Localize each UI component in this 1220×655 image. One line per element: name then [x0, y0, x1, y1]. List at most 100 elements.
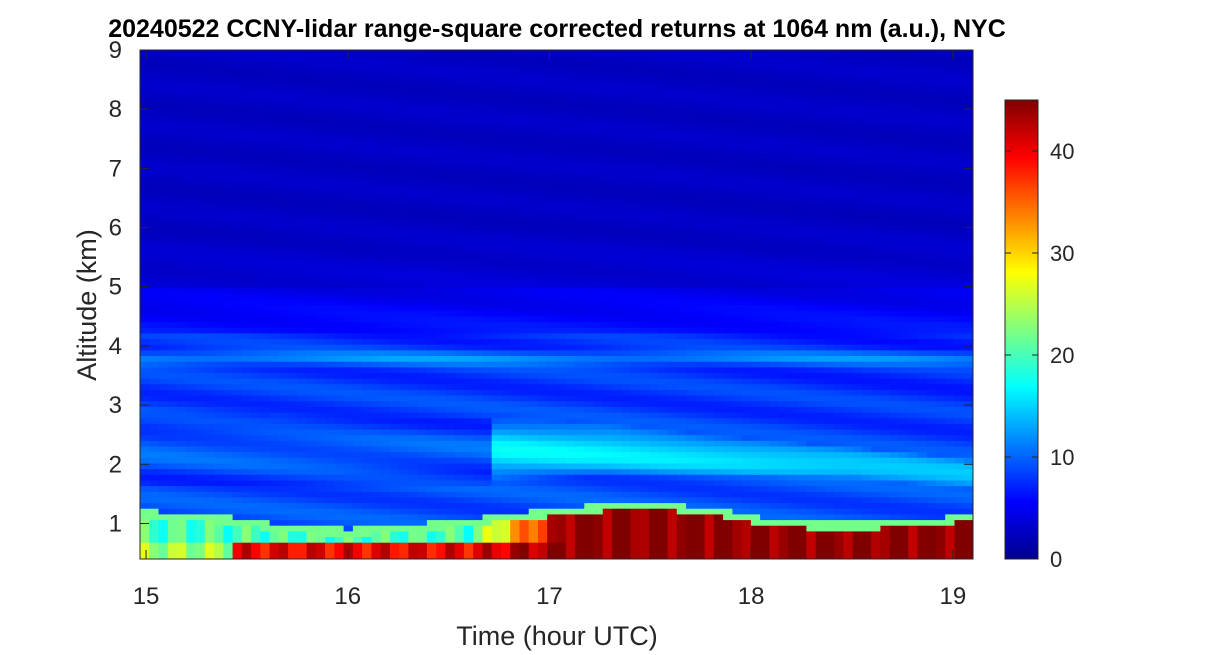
heatmap-cell: [547, 89, 558, 96]
heatmap-cell: [260, 225, 271, 232]
heatmap-cell: [177, 61, 187, 68]
heatmap-cell: [334, 434, 345, 441]
heatmap-cell: [426, 219, 437, 226]
heatmap-cell: [278, 180, 289, 187]
heatmap-cell: [362, 247, 372, 255]
heatmap-cell: [528, 474, 539, 481]
heatmap-cell: [260, 315, 271, 323]
heatmap-cell: [510, 157, 521, 164]
heatmap-cell: [649, 502, 659, 509]
heatmap-cell: [519, 349, 530, 356]
heatmap-cell: [380, 67, 391, 74]
heatmap-cell: [371, 117, 382, 125]
heatmap-cell: [325, 434, 335, 441]
heatmap-cell: [278, 112, 289, 119]
heatmap-cell: [204, 106, 215, 113]
heatmap-cell: [177, 89, 187, 96]
heatmap-cell: [501, 55, 511, 62]
heatmap-cell: [501, 174, 511, 181]
heatmap-cell: [630, 129, 641, 136]
heatmap-cell: [251, 491, 261, 498]
heatmap-cell: [140, 310, 150, 317]
heatmap-cell: [482, 106, 493, 113]
heatmap-cell: [251, 168, 261, 176]
heatmap-cell: [639, 355, 650, 362]
heatmap-cell: [288, 491, 298, 498]
heatmap-cell: [204, 67, 215, 74]
heatmap-cell: [547, 491, 558, 498]
heatmap-cell: [223, 372, 234, 379]
heatmap-cell: [602, 457, 613, 464]
heatmap-cell: [204, 117, 215, 125]
heatmap-cell: [602, 174, 613, 181]
heatmap-cell: [251, 117, 261, 125]
heatmap-cell: [630, 547, 641, 554]
heatmap-cell: [565, 214, 576, 221]
heatmap-cell: [417, 219, 428, 226]
heatmap-cell: [408, 123, 419, 130]
heatmap-cell: [538, 140, 548, 147]
heatmap-cell: [140, 78, 150, 85]
heatmap-cell: [602, 78, 613, 85]
heatmap-cell: [612, 264, 622, 272]
heatmap-cell: [380, 451, 391, 458]
heatmap-cell: [436, 321, 447, 328]
heatmap-cell: [352, 163, 363, 170]
heatmap-cell: [630, 542, 641, 549]
heatmap-cell: [621, 519, 632, 526]
heatmap-cell: [288, 208, 298, 215]
heatmap-cell: [140, 519, 150, 526]
heatmap-cell: [639, 338, 650, 345]
heatmap-cell: [436, 327, 447, 334]
heatmap-cell: [177, 174, 187, 181]
heatmap-cell: [149, 78, 160, 85]
heatmap-cell: [584, 513, 595, 521]
heatmap-cell: [649, 383, 659, 390]
heatmap-cell: [343, 395, 354, 402]
heatmap-cell: [482, 462, 493, 470]
heatmap-cell: [547, 259, 558, 266]
heatmap-cell: [639, 366, 650, 373]
heatmap-cell: [556, 112, 567, 119]
heatmap-cell: [167, 355, 178, 362]
heatmap-cell: [288, 338, 298, 345]
heatmap-cell: [389, 259, 400, 266]
heatmap-cell: [436, 180, 447, 187]
heatmap-cell: [528, 163, 539, 170]
heatmap-cell: [325, 225, 335, 232]
heatmap-cell: [519, 502, 530, 509]
heatmap-cell: [260, 287, 271, 294]
heatmap-cell: [501, 508, 511, 515]
heatmap-cell: [510, 293, 521, 300]
heatmap-cell: [501, 231, 511, 238]
heatmap-cell: [491, 191, 502, 198]
heatmap-cell: [417, 55, 428, 62]
heatmap-cell: [251, 321, 261, 328]
heatmap-cell: [519, 327, 530, 334]
heatmap-cell: [278, 247, 289, 255]
heatmap-cell: [639, 457, 650, 464]
heatmap-cell: [593, 55, 604, 62]
heatmap-cell: [445, 264, 456, 272]
heatmap-cell: [167, 344, 178, 351]
heatmap-cell: [593, 378, 604, 385]
heatmap-cell: [260, 496, 271, 504]
heatmap-cell: [251, 276, 261, 283]
heatmap-cell: [528, 553, 539, 559]
heatmap-cell: [556, 395, 567, 402]
heatmap-cell: [602, 185, 613, 192]
heatmap-cell: [565, 457, 576, 464]
heatmap-cell: [649, 519, 659, 526]
heatmap-cell: [649, 553, 659, 559]
heatmap-cell: [630, 366, 641, 373]
heatmap-cell: [269, 50, 280, 57]
heatmap-cell: [463, 344, 474, 351]
heatmap-cell: [371, 287, 382, 294]
heatmap-cell: [269, 270, 280, 277]
heatmap-cell: [325, 327, 335, 334]
heatmap-cell: [380, 508, 391, 515]
heatmap-cell: [482, 72, 493, 79]
heatmap-cell: [167, 508, 178, 515]
heatmap-cell: [547, 428, 558, 436]
heatmap-cell: [445, 349, 456, 356]
